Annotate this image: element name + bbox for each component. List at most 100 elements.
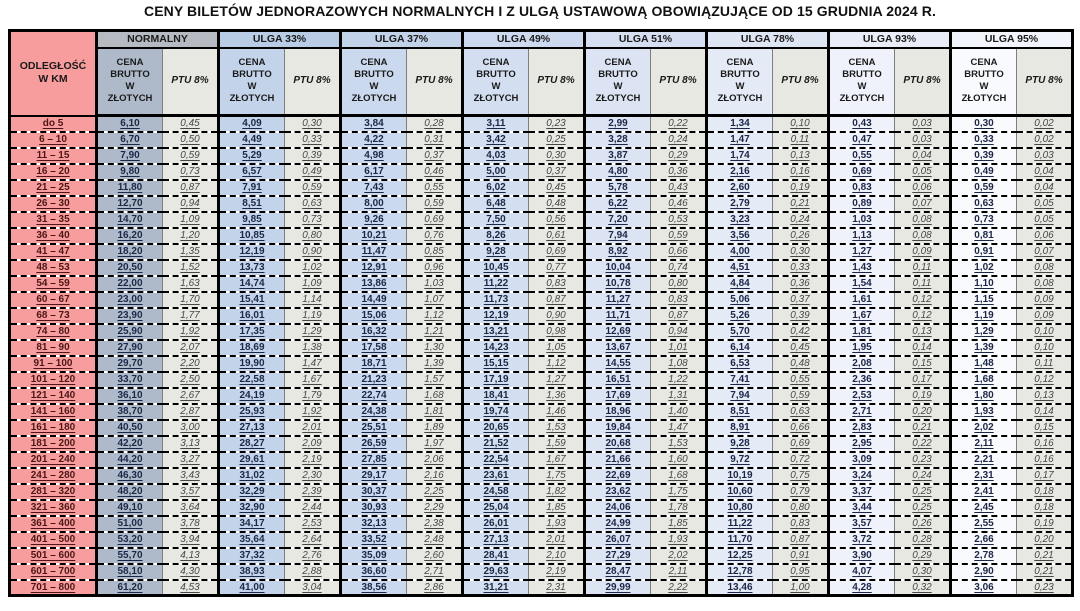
tax-cell: 0,10 (1016, 339, 1073, 357)
price-cell: 6,53 (705, 355, 773, 373)
price-value: 31,21 (483, 581, 509, 593)
tax-cell: 1,60 (650, 451, 707, 469)
price-cell: 19,84 (583, 419, 651, 437)
price-value: 0,81 (974, 230, 994, 241)
price-cell: 11,70 (705, 531, 773, 549)
price-value: 58,10 (117, 566, 143, 577)
price-cell: 3,90 (827, 547, 895, 565)
tax-cell: 0,56 (528, 211, 585, 229)
tax-cell: 1,12 (406, 307, 463, 325)
price-cell: 51,00 (95, 515, 163, 533)
tax-value: 1,12 (546, 358, 566, 369)
price-value: 3,56 (730, 230, 750, 241)
price-value: 0,47 (852, 134, 872, 145)
price-value: 21,66 (605, 454, 631, 465)
tax-cell: 0,10 (772, 115, 829, 133)
price-value: 28,27 (239, 438, 265, 449)
price-value: 6,14 (730, 342, 750, 353)
distance-value: 401 – 500 (30, 534, 76, 545)
tax-cell: 1,31 (650, 387, 707, 405)
price-value: 2,55 (974, 518, 994, 529)
tax-cell: 0,02 (1016, 115, 1073, 133)
price-cell: 11,22 (461, 275, 529, 293)
tax-value: 1,12 (424, 310, 444, 321)
tax-value: 0,50 (180, 134, 200, 145)
tax-cell: 0,42 (772, 323, 829, 341)
price-value: 9,72 (730, 454, 750, 465)
tax-value: 1,02 (302, 262, 322, 273)
tax-value: 2,22 (668, 581, 688, 593)
price-cell: 0,49 (949, 163, 1017, 181)
tax-cell: 0,21 (1016, 563, 1073, 581)
tax-cell: 0,46 (650, 195, 707, 213)
price-value: 0,59 (974, 182, 994, 193)
tax-value: 0,73 (302, 214, 322, 225)
price-cell: 26,01 (461, 515, 529, 533)
tax-value: 0,06 (912, 182, 932, 193)
tax-value: 1,36 (546, 390, 566, 401)
price-value: 7,50 (486, 214, 506, 225)
tax-cell: 0,30 (772, 243, 829, 261)
price-value: 38,56 (361, 581, 387, 593)
price-value: 3,87 (608, 150, 628, 161)
price-cell: 4,22 (339, 131, 407, 149)
price-value: 0,89 (852, 198, 872, 209)
tax-cell: 0,33 (772, 259, 829, 277)
tax-cell: 2,19 (284, 451, 341, 469)
price-value: 15,15 (483, 358, 509, 369)
price-cell: 7,41 (705, 371, 773, 389)
price-cell: 19,90 (217, 355, 285, 373)
tax-value: 0,08 (1034, 278, 1054, 289)
tax-value: 2,19 (546, 566, 566, 577)
price-cell: 1,15 (949, 291, 1017, 309)
price-cell: 24,58 (461, 483, 529, 501)
price-value: 19,90 (239, 358, 265, 369)
tax-value: 0,33 (302, 134, 322, 145)
tax-value: 0,04 (1034, 182, 1054, 193)
distance-value: 21 – 25 (36, 182, 70, 193)
price-value: 32,90 (239, 502, 265, 513)
price-value: 0,39 (974, 150, 994, 161)
distance-cell: 281 – 320 (9, 483, 98, 501)
price-value: 5,29 (242, 150, 262, 161)
tax-header: PTU 8% (406, 47, 463, 117)
price-value: 2,78 (974, 550, 994, 561)
tax-value: 3,27 (180, 454, 200, 465)
price-cell: 27,29 (583, 547, 651, 565)
price-value: 36,60 (361, 566, 387, 577)
tax-cell: 0,08 (894, 227, 951, 245)
price-cell: 17,19 (461, 371, 529, 389)
distance-value: 141 – 160 (30, 406, 76, 417)
tax-cell: 1,53 (650, 435, 707, 453)
price-cell: 0,59 (949, 179, 1017, 197)
tax-value: 0,20 (912, 406, 932, 417)
table-row: do 5 6,10 0,45 4,09 0,30 3,84 0,28 3,11 0,23 2,99… (9, 115, 1073, 133)
tax-cell: 0,87 (162, 179, 219, 197)
price-cell: 6,70 (95, 131, 163, 149)
tax-value: 0,12 (912, 294, 932, 305)
price-cell: 23,90 (95, 307, 163, 325)
distance-value: 361 – 400 (30, 518, 76, 529)
price-value: 8,26 (486, 230, 506, 241)
price-value: 23,00 (117, 294, 143, 305)
price-value: 23,62 (605, 486, 631, 497)
tax-cell: 2,09 (284, 435, 341, 453)
price-cell: 17,35 (217, 323, 285, 341)
price-value: 3,06 (974, 581, 994, 593)
price-cell: 8,51 (705, 403, 773, 421)
tax-cell: 1,29 (284, 323, 341, 341)
tax-value: 1,63 (180, 278, 200, 289)
price-cell: 3,24 (827, 467, 895, 485)
price-value: 16,32 (361, 326, 387, 337)
price-value: 49,10 (117, 502, 143, 513)
price-value: 7,94 (730, 390, 750, 401)
tax-value: 0,13 (912, 326, 932, 337)
price-cell: 20,68 (583, 435, 651, 453)
tax-value: 0,63 (790, 406, 810, 417)
price-cell: 3,37 (827, 483, 895, 501)
tax-value: 0,22 (668, 118, 688, 130)
tax-value: 2,50 (180, 374, 200, 385)
price-value: 1,27 (852, 246, 872, 257)
page-title: CENY BILETÓW JEDNORAZOWYCH NORMALNYCH I … (144, 3, 936, 19)
fare-table: ODLEGŁOŚĆ W KM NORMALNY ULGA 33% ULGA 37% UL… (8, 29, 1074, 597)
